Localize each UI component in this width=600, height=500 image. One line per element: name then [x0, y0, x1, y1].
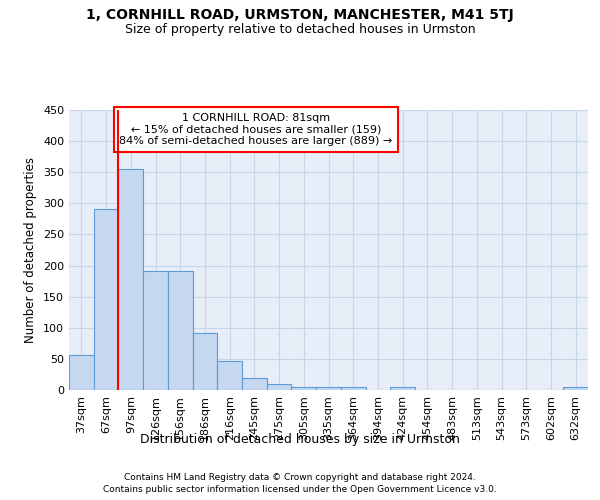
- Bar: [193, 333, 217, 390]
- Text: 1, CORNHILL ROAD, URMSTON, MANCHESTER, M41 5TJ: 1, CORNHILL ROAD, URMSTON, MANCHESTER, M…: [86, 8, 514, 22]
- Bar: [390, 387, 415, 390]
- Bar: [563, 387, 588, 390]
- Bar: [217, 361, 242, 390]
- Bar: [292, 387, 316, 390]
- Bar: [118, 169, 143, 390]
- Bar: [316, 387, 341, 390]
- Bar: [267, 384, 292, 390]
- Text: 1 CORNHILL ROAD: 81sqm
← 15% of detached houses are smaller (159)
84% of semi-de: 1 CORNHILL ROAD: 81sqm ← 15% of detached…: [119, 113, 392, 146]
- Text: Contains public sector information licensed under the Open Government Licence v3: Contains public sector information licen…: [103, 485, 497, 494]
- Y-axis label: Number of detached properties: Number of detached properties: [25, 157, 37, 343]
- Bar: [94, 209, 118, 390]
- Text: Distribution of detached houses by size in Urmston: Distribution of detached houses by size …: [140, 432, 460, 446]
- Bar: [143, 270, 168, 390]
- Bar: [341, 387, 365, 390]
- Text: Contains HM Land Registry data © Crown copyright and database right 2024.: Contains HM Land Registry data © Crown c…: [124, 472, 476, 482]
- Text: Size of property relative to detached houses in Urmston: Size of property relative to detached ho…: [125, 22, 475, 36]
- Bar: [69, 354, 94, 390]
- Bar: [168, 270, 193, 390]
- Bar: [242, 378, 267, 390]
